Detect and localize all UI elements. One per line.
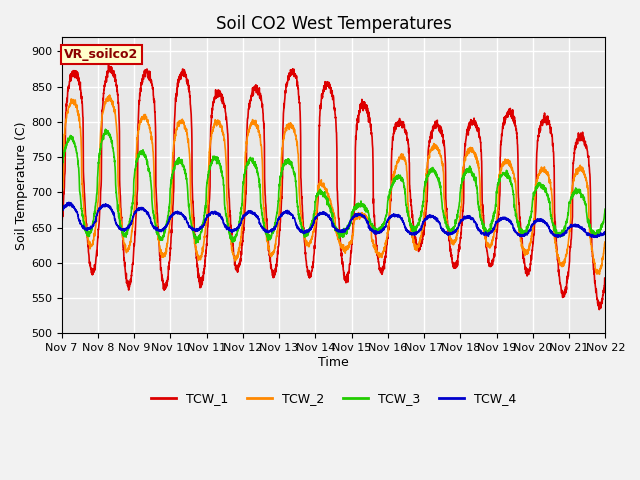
TCW_4 — [591, 233, 598, 239]
TCW_4 — [290, 215, 298, 221]
TCW_1 — [152, 186, 160, 192]
TCW_4 — [601, 231, 609, 237]
TCW_2 — [591, 261, 598, 266]
TCW_1 — [105, 62, 113, 68]
TCW_4 — [58, 207, 65, 213]
TCW_2 — [596, 271, 604, 277]
TCW_2 — [152, 216, 160, 221]
TCW_2 — [106, 92, 113, 98]
TCW_3 — [290, 169, 298, 175]
TCW_3 — [192, 240, 200, 246]
TCW_2 — [290, 128, 298, 133]
Line: TCW_3: TCW_3 — [61, 129, 605, 243]
TCW_4 — [120, 226, 127, 231]
TCW_1 — [120, 252, 127, 257]
TCW_1 — [266, 252, 274, 258]
TCW_4 — [532, 219, 540, 225]
TCW_4 — [65, 199, 73, 205]
Legend: TCW_1, TCW_2, TCW_3, TCW_4: TCW_1, TCW_2, TCW_3, TCW_4 — [146, 387, 521, 410]
TCW_4 — [266, 228, 274, 234]
Y-axis label: Soil Temperature (C): Soil Temperature (C) — [15, 121, 28, 250]
Line: TCW_4: TCW_4 — [61, 202, 605, 237]
TCW_2 — [120, 240, 127, 246]
TCW_1 — [58, 224, 65, 230]
TCW_3 — [591, 232, 598, 238]
Line: TCW_1: TCW_1 — [61, 65, 605, 310]
TCW_3 — [102, 126, 109, 132]
TCW_3 — [120, 233, 127, 239]
TCW_2 — [266, 252, 274, 258]
TCW_3 — [58, 171, 65, 177]
TCW_3 — [152, 225, 160, 230]
TCW_2 — [58, 200, 65, 206]
TCW_1 — [532, 198, 540, 204]
Text: VR_soilco2: VR_soilco2 — [65, 48, 139, 60]
TCW_1 — [595, 307, 603, 312]
TCW_4 — [152, 227, 160, 233]
TCW_1 — [591, 276, 598, 282]
TCW_4 — [591, 234, 598, 240]
TCW_1 — [290, 70, 298, 75]
TCW_3 — [266, 234, 274, 240]
TCW_1 — [601, 279, 609, 285]
TCW_3 — [601, 206, 609, 212]
TCW_2 — [532, 182, 540, 188]
X-axis label: Time: Time — [318, 356, 349, 369]
TCW_3 — [532, 186, 540, 192]
TCW_2 — [601, 239, 609, 245]
Title: Soil CO2 West Temperatures: Soil CO2 West Temperatures — [216, 15, 451, 33]
Line: TCW_2: TCW_2 — [61, 95, 605, 274]
